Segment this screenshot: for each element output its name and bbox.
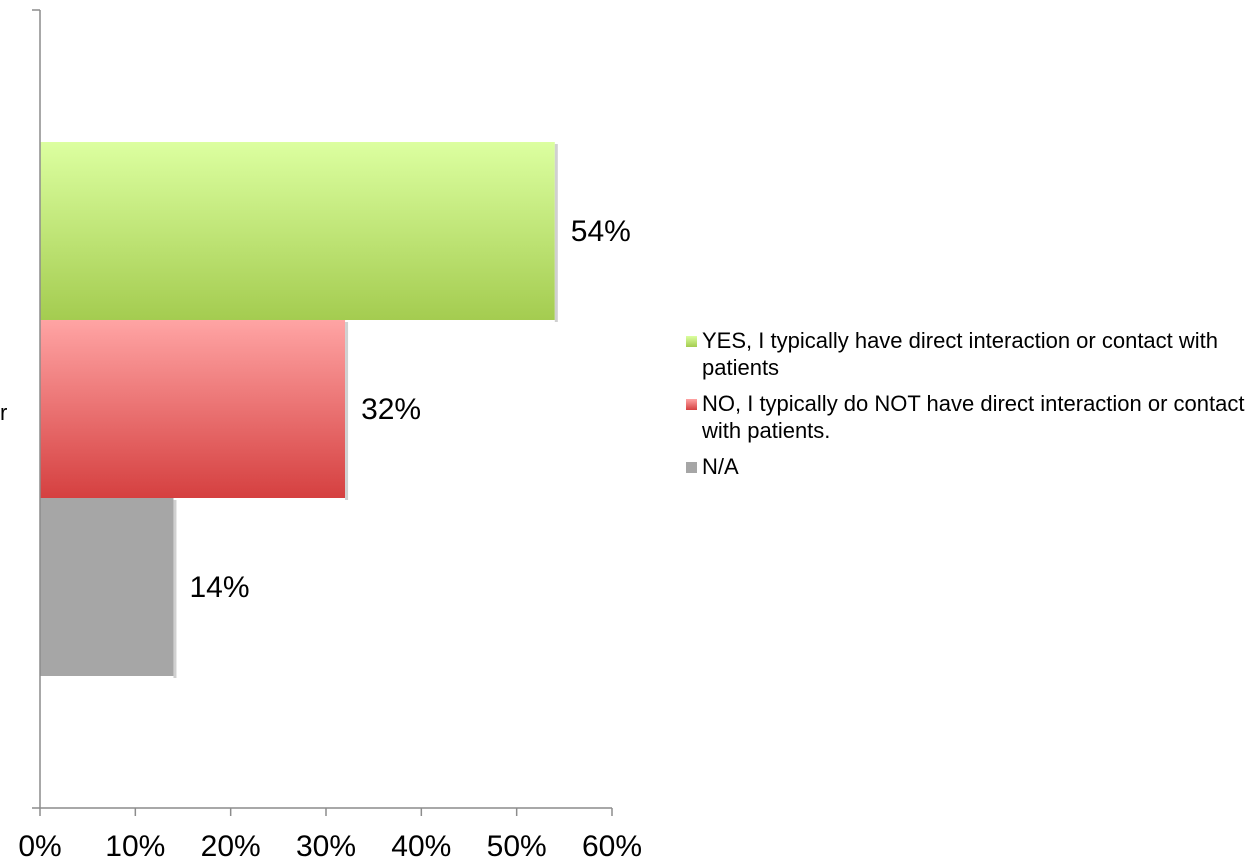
bar-shadow-1: [345, 322, 349, 500]
bar-shadow-0: [554, 144, 558, 322]
data-label-2: 14%: [189, 571, 249, 604]
x-tick-label-2: 20%: [201, 830, 261, 861]
x-tick-label-1: 10%: [105, 830, 165, 861]
bar-2: [40, 498, 174, 676]
axes-group: [32, 9, 613, 816]
legend-swatch-0: [686, 336, 697, 347]
legend: YES, I typically have direct interaction…: [686, 327, 1255, 489]
data-label-0: 54%: [571, 215, 631, 248]
legend-label-0: YES, I typically have direct interaction…: [702, 328, 1219, 380]
x-tick-label-0: 0%: [18, 830, 61, 861]
legend-item-0: YES, I typically have direct interaction…: [686, 327, 1255, 381]
labels-group: 54% 32% 14% 0% 10% 20% 30% 40% 50% 60% r: [0, 215, 642, 861]
x-tick-label-5: 50%: [487, 830, 547, 861]
bars-group: [40, 142, 558, 678]
bar-1: [40, 320, 346, 498]
category-label: r: [0, 400, 7, 425]
legend-label-1: NO, I typically do NOT have direct inter…: [702, 391, 1245, 443]
x-tick-label-4: 40%: [391, 830, 451, 861]
bar-shadow-2: [173, 500, 177, 678]
data-label-1: 32%: [361, 393, 421, 426]
legend-swatch-2: [686, 462, 697, 473]
x-tick-label-3: 30%: [296, 830, 356, 861]
x-tick-label-6: 60%: [582, 830, 642, 861]
bar-0: [40, 142, 555, 320]
legend-item-2: N/A: [686, 453, 1255, 480]
legend-swatch-1: [686, 399, 697, 410]
legend-label-2: N/A: [702, 454, 739, 479]
legend-item-1: NO, I typically do NOT have direct inter…: [686, 390, 1255, 444]
